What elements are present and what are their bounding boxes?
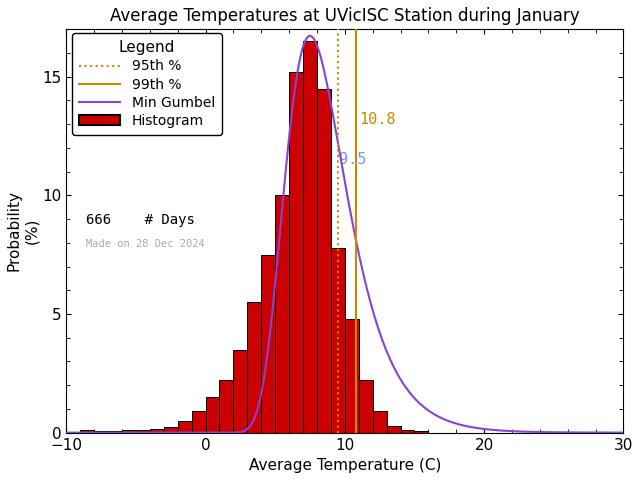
Text: Made on 28 Dec 2024: Made on 28 Dec 2024 bbox=[86, 239, 205, 249]
Bar bbox=[331, 248, 345, 432]
Bar bbox=[401, 430, 415, 432]
Legend: 95th %, 99th %, Min Gumbel, Histogram: 95th %, 99th %, Min Gumbel, Histogram bbox=[72, 33, 221, 135]
Bar bbox=[178, 421, 191, 432]
Bar bbox=[234, 349, 247, 432]
Bar bbox=[191, 411, 205, 432]
Text: 666    # Days: 666 # Days bbox=[86, 213, 195, 227]
Bar bbox=[275, 195, 289, 432]
Bar bbox=[261, 255, 275, 432]
Bar bbox=[164, 427, 178, 432]
Text: 9.5: 9.5 bbox=[339, 152, 367, 167]
Bar bbox=[122, 430, 136, 432]
Bar bbox=[289, 72, 303, 432]
Title: Average Temperatures at UVicISC Station during January: Average Temperatures at UVicISC Station … bbox=[110, 7, 580, 25]
Bar bbox=[80, 430, 94, 432]
Bar bbox=[359, 381, 372, 432]
Bar bbox=[247, 302, 261, 432]
Bar bbox=[150, 429, 164, 432]
Bar bbox=[205, 397, 220, 432]
Bar bbox=[136, 430, 150, 432]
Bar bbox=[220, 381, 234, 432]
Bar bbox=[317, 89, 331, 432]
X-axis label: Average Temperature (C): Average Temperature (C) bbox=[248, 458, 441, 473]
Bar bbox=[345, 319, 359, 432]
Bar bbox=[303, 41, 317, 432]
Text: 10.8: 10.8 bbox=[360, 112, 396, 127]
Y-axis label: Probability
(%): Probability (%) bbox=[7, 191, 39, 272]
Bar bbox=[387, 426, 401, 432]
Bar bbox=[372, 411, 387, 432]
